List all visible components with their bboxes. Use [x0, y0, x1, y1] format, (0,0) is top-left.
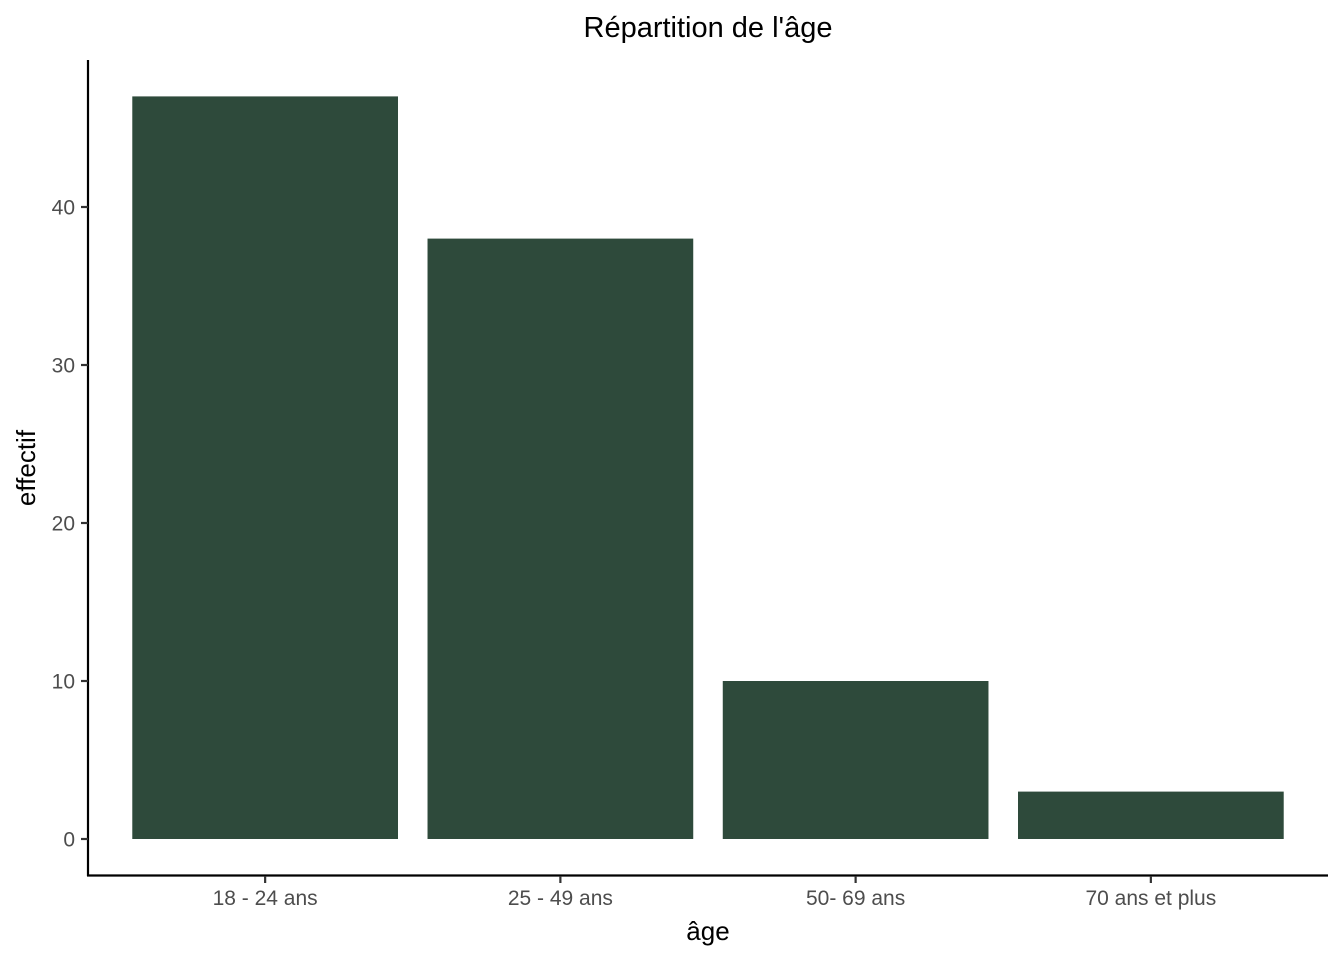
- y-axis-title: effectif: [11, 429, 41, 506]
- y-ticks-group: 0 10 20 30 40: [52, 197, 88, 852]
- x-tick-label: 25 - 49 ans: [508, 887, 613, 910]
- x-tick-label: 18 - 24 ans: [213, 887, 318, 910]
- bars-group: [132, 96, 1284, 840]
- bar-3: [722, 681, 989, 839]
- bar-4: [1018, 791, 1284, 839]
- bar-2: [427, 238, 694, 840]
- bar-1: [132, 96, 399, 839]
- x-tick-label: 50- 69 ans: [806, 887, 905, 910]
- x-tick-label: 70 ans et plus: [1085, 887, 1216, 910]
- y-tick-label: 30: [52, 355, 75, 378]
- y-tick-label: 0: [63, 829, 75, 852]
- x-ticks-group: 18 - 24 ans 25 - 49 ans 50- 69 ans 70 ans e…: [213, 876, 1216, 910]
- y-tick-label: 20: [52, 513, 75, 536]
- x-axis-title: âge: [686, 916, 729, 946]
- chart-title: Répartition de l'âge: [584, 12, 833, 44]
- y-tick-label: 10: [52, 671, 75, 694]
- y-tick-label: 40: [52, 197, 75, 220]
